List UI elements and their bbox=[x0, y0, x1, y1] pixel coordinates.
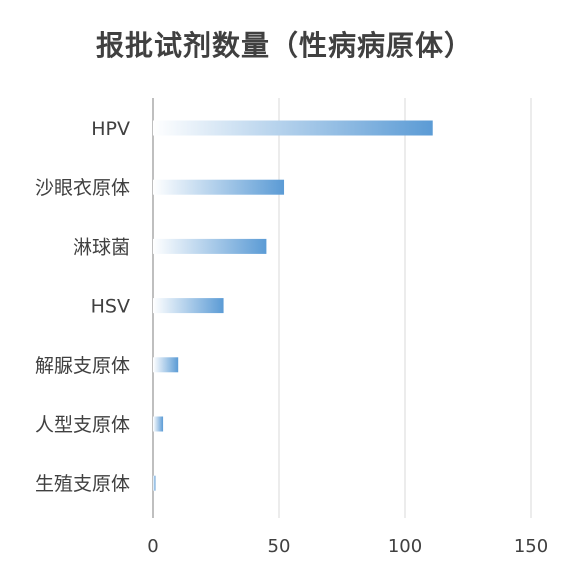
category-label: 沙眼衣原体 bbox=[35, 177, 130, 199]
x-tick-label: 150 bbox=[514, 536, 548, 557]
bar bbox=[153, 475, 156, 491]
bar bbox=[153, 357, 179, 373]
bar bbox=[153, 416, 164, 432]
chart-title: 报批试剂数量（性病病原体） bbox=[95, 29, 473, 62]
category-label: 人型支原体 bbox=[35, 414, 130, 436]
x-axis-tick-labels: 0 50 100 150 bbox=[147, 536, 548, 557]
category-label: 生殖支原体 bbox=[35, 473, 130, 495]
bar bbox=[153, 238, 267, 254]
x-tick-label: 100 bbox=[388, 536, 422, 557]
category-label: HPV bbox=[91, 118, 130, 140]
bar bbox=[153, 179, 285, 195]
category-label: HSV bbox=[91, 296, 130, 318]
bar bbox=[153, 120, 433, 136]
category-label: 淋球菌 bbox=[73, 236, 130, 258]
bar bbox=[153, 298, 224, 314]
bars bbox=[153, 120, 433, 491]
x-tick-label: 0 bbox=[147, 536, 158, 557]
x-tick-label: 50 bbox=[268, 536, 291, 557]
category-label: 解脲支原体 bbox=[35, 355, 130, 377]
